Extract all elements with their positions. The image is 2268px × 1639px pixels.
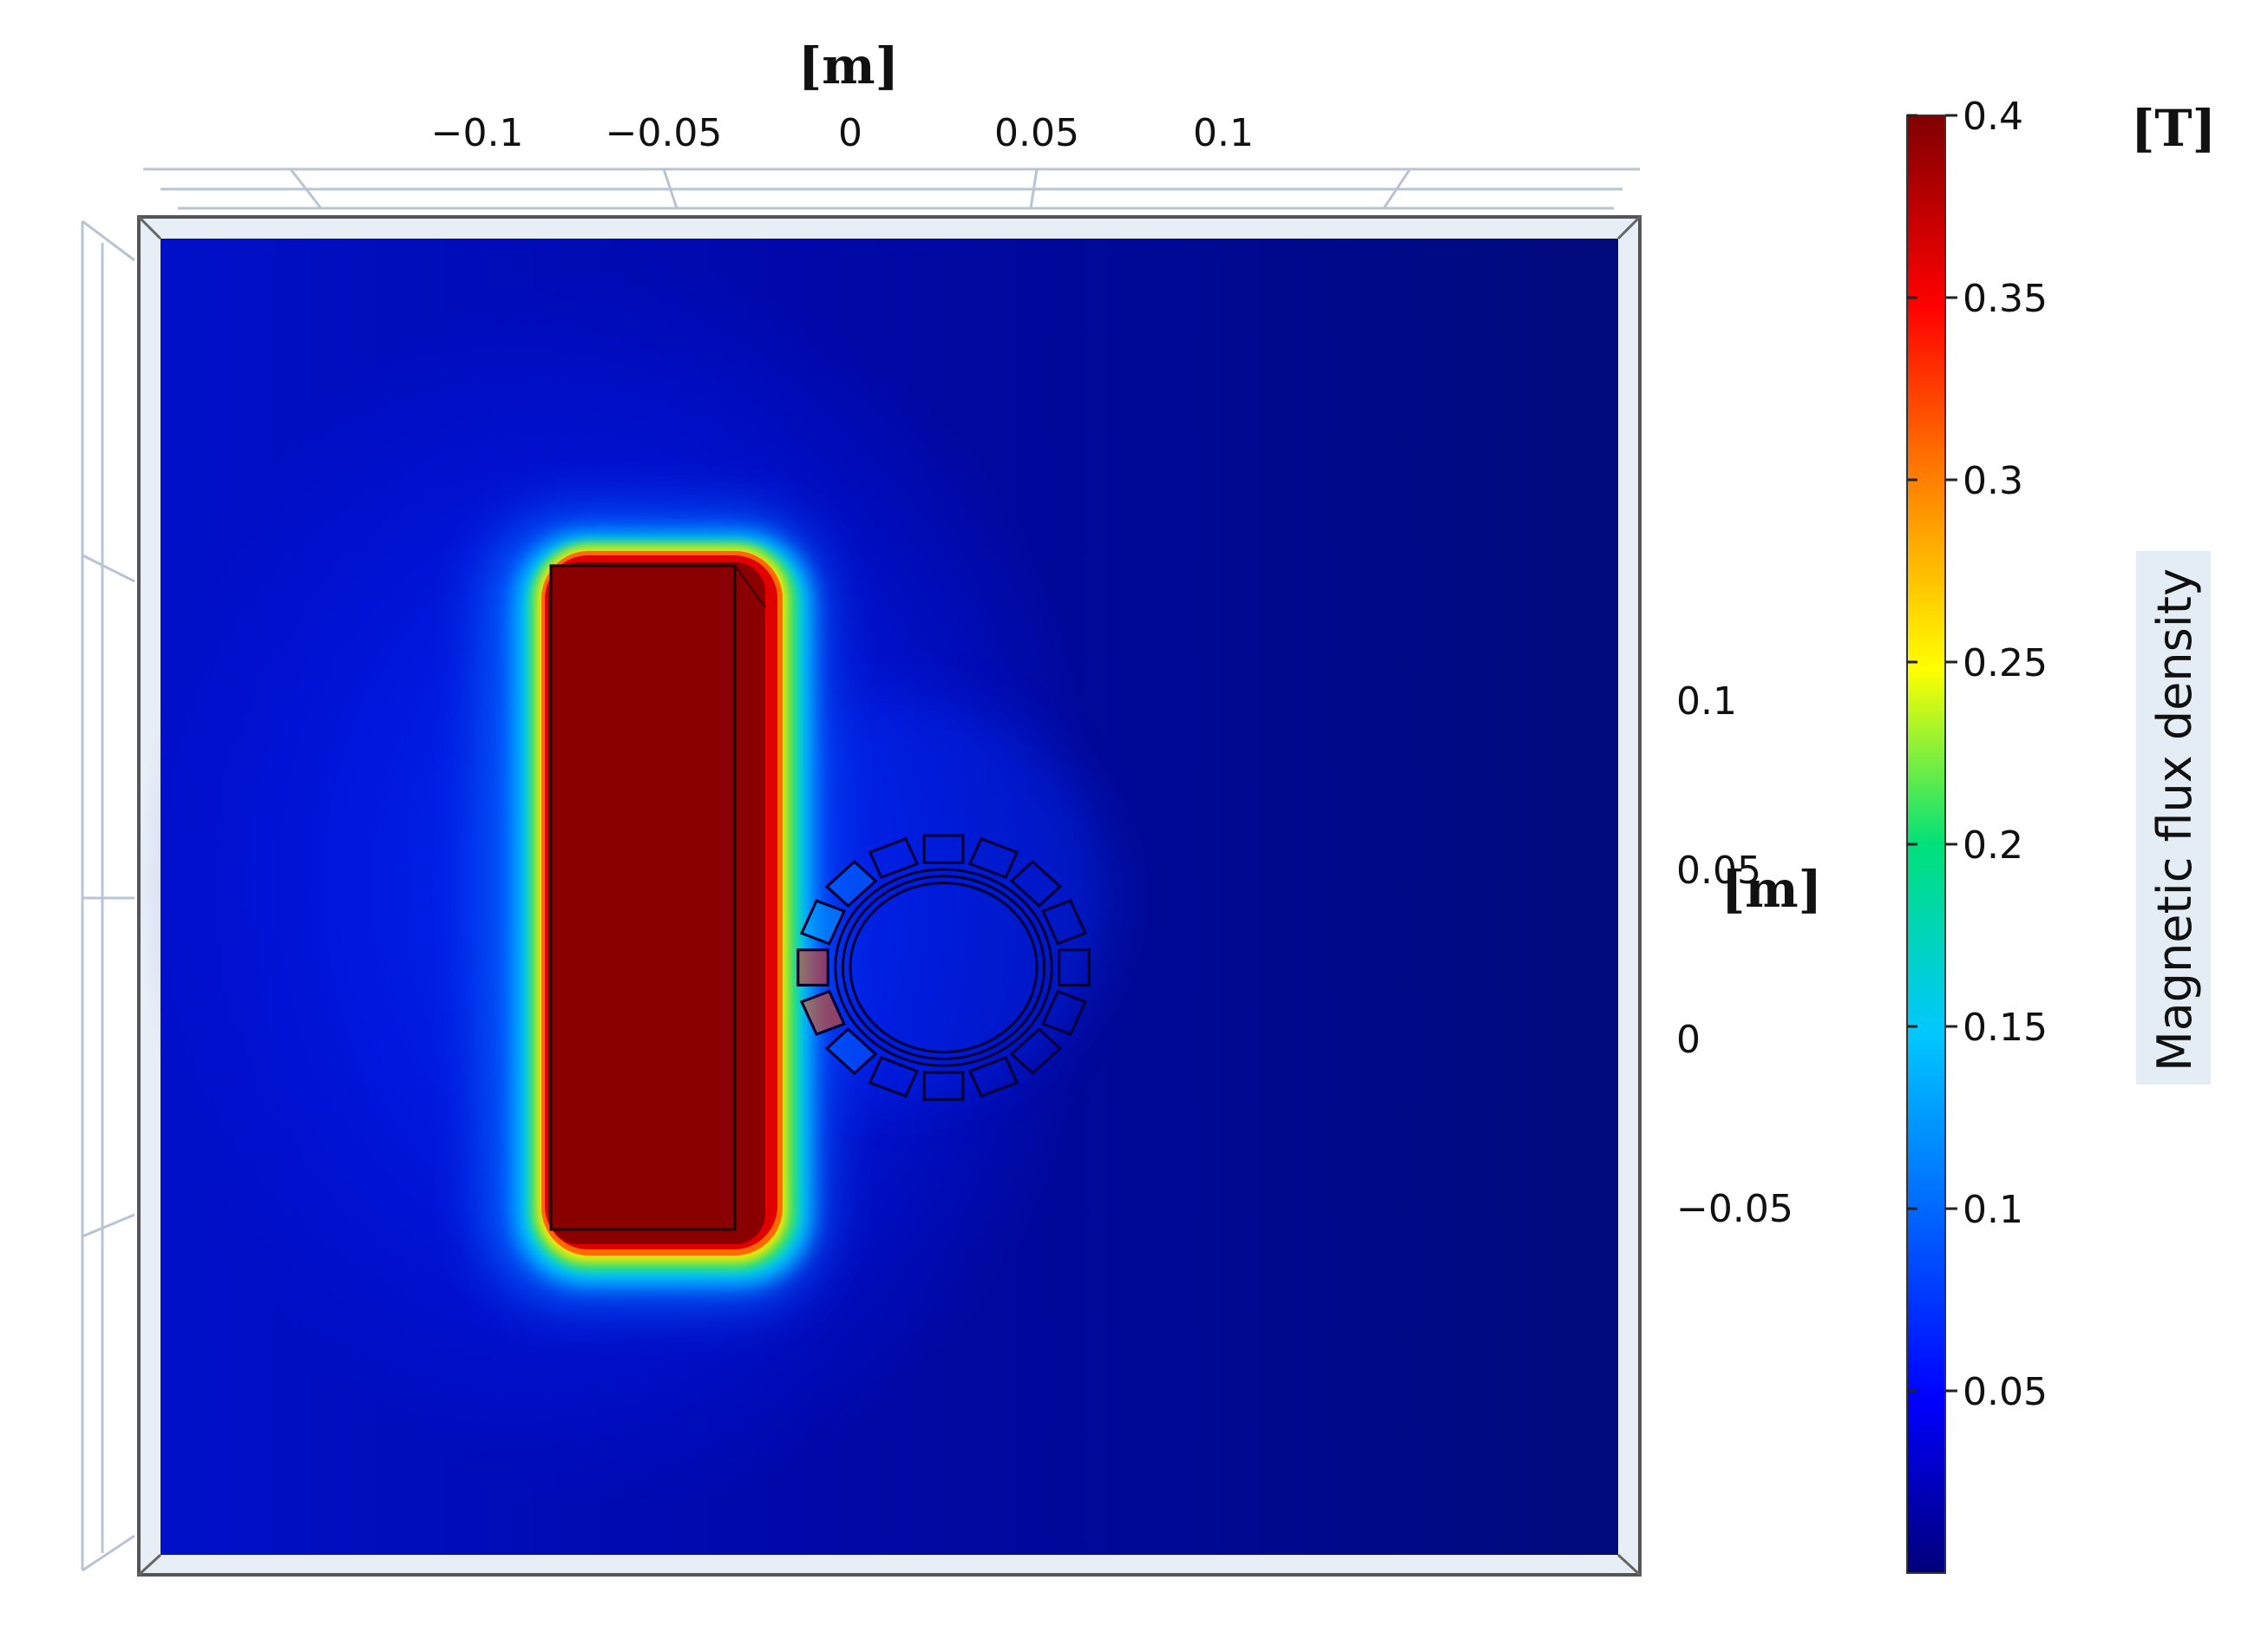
- ring-segment: [1009, 860, 1063, 908]
- colorbar-tick-label: 0.15: [1963, 1006, 2048, 1050]
- colorbar-title-bg: [2136, 551, 2211, 1085]
- x-tick-label: 0.05: [994, 111, 1079, 155]
- ring-segment: [868, 836, 920, 880]
- ring-segment: [967, 836, 1019, 880]
- colorbar-tick-label: 0.2: [1963, 823, 2023, 868]
- magnet-edge: [734, 565, 766, 608]
- ring-segment: [1041, 989, 1088, 1036]
- colorbar-tick-label: 0.05: [1963, 1370, 2048, 1414]
- colorbar-tick-label: 0.1: [1963, 1188, 2023, 1232]
- x-axis-label: [m]: [798, 36, 899, 95]
- ring-circle: [841, 875, 1046, 1060]
- y-axis: 0.1 0.05 0 −0.05: [1676, 679, 1793, 1231]
- rotor-ring: [796, 834, 1091, 1101]
- ring-segment: [1041, 899, 1088, 946]
- ring-segment: [1009, 1027, 1063, 1076]
- frame-decoration: [81, 167, 1640, 1572]
- x-axis: −0.1 −0.05 0 0.05 0.1: [431, 111, 1254, 155]
- y-tick-label: 0.05: [1676, 849, 1761, 893]
- ring-segment: [922, 834, 965, 864]
- ring-circle: [834, 868, 1053, 1067]
- ring-circle: [849, 882, 1039, 1054]
- colorbar-tick-label: 0.4: [1963, 95, 2023, 139]
- ring-segment-tinted: [824, 1027, 878, 1076]
- ring-segment-tinted: [796, 948, 829, 987]
- x-tick-label: 0: [838, 111, 862, 155]
- ring-segment: [1058, 948, 1091, 987]
- frame-bevel: [137, 215, 1642, 1577]
- y-tick-label: 0: [1676, 1018, 1701, 1062]
- y-tick-label: −0.05: [1676, 1187, 1793, 1231]
- ring-segment-tinted: [799, 899, 846, 946]
- colorbar-title: Magnetic flux density: [2147, 568, 2202, 1072]
- ring-segment: [922, 1071, 965, 1101]
- ring-segment-tinted: [799, 989, 846, 1036]
- x-tick-label: 0.1: [1193, 111, 1254, 155]
- heatmap-field: [139, 239, 1618, 1555]
- x-tick-label: −0.1: [431, 111, 524, 155]
- magnet-block: [549, 564, 737, 1231]
- x-tick-label: −0.05: [606, 111, 723, 155]
- y-tick-label: 0.1: [1676, 679, 1737, 724]
- colorbar-tick-label: 0.25: [1963, 641, 2048, 685]
- colorbar-tick-label: 0.3: [1963, 459, 2023, 503]
- colorbar-ticks: 0.4 0.35 0.3 0.25 0.2 0.15 0.1 0.05: [1907, 95, 2048, 1414]
- ring-segment-tinted: [824, 860, 878, 908]
- colorbar-tick-label: 0.35: [1963, 277, 2048, 321]
- ring-segment: [967, 1056, 1019, 1098]
- y-axis-label: [m]: [1721, 860, 1822, 919]
- colorbar-unit: [T]: [2131, 99, 2216, 158]
- ring-segment: [868, 1056, 920, 1098]
